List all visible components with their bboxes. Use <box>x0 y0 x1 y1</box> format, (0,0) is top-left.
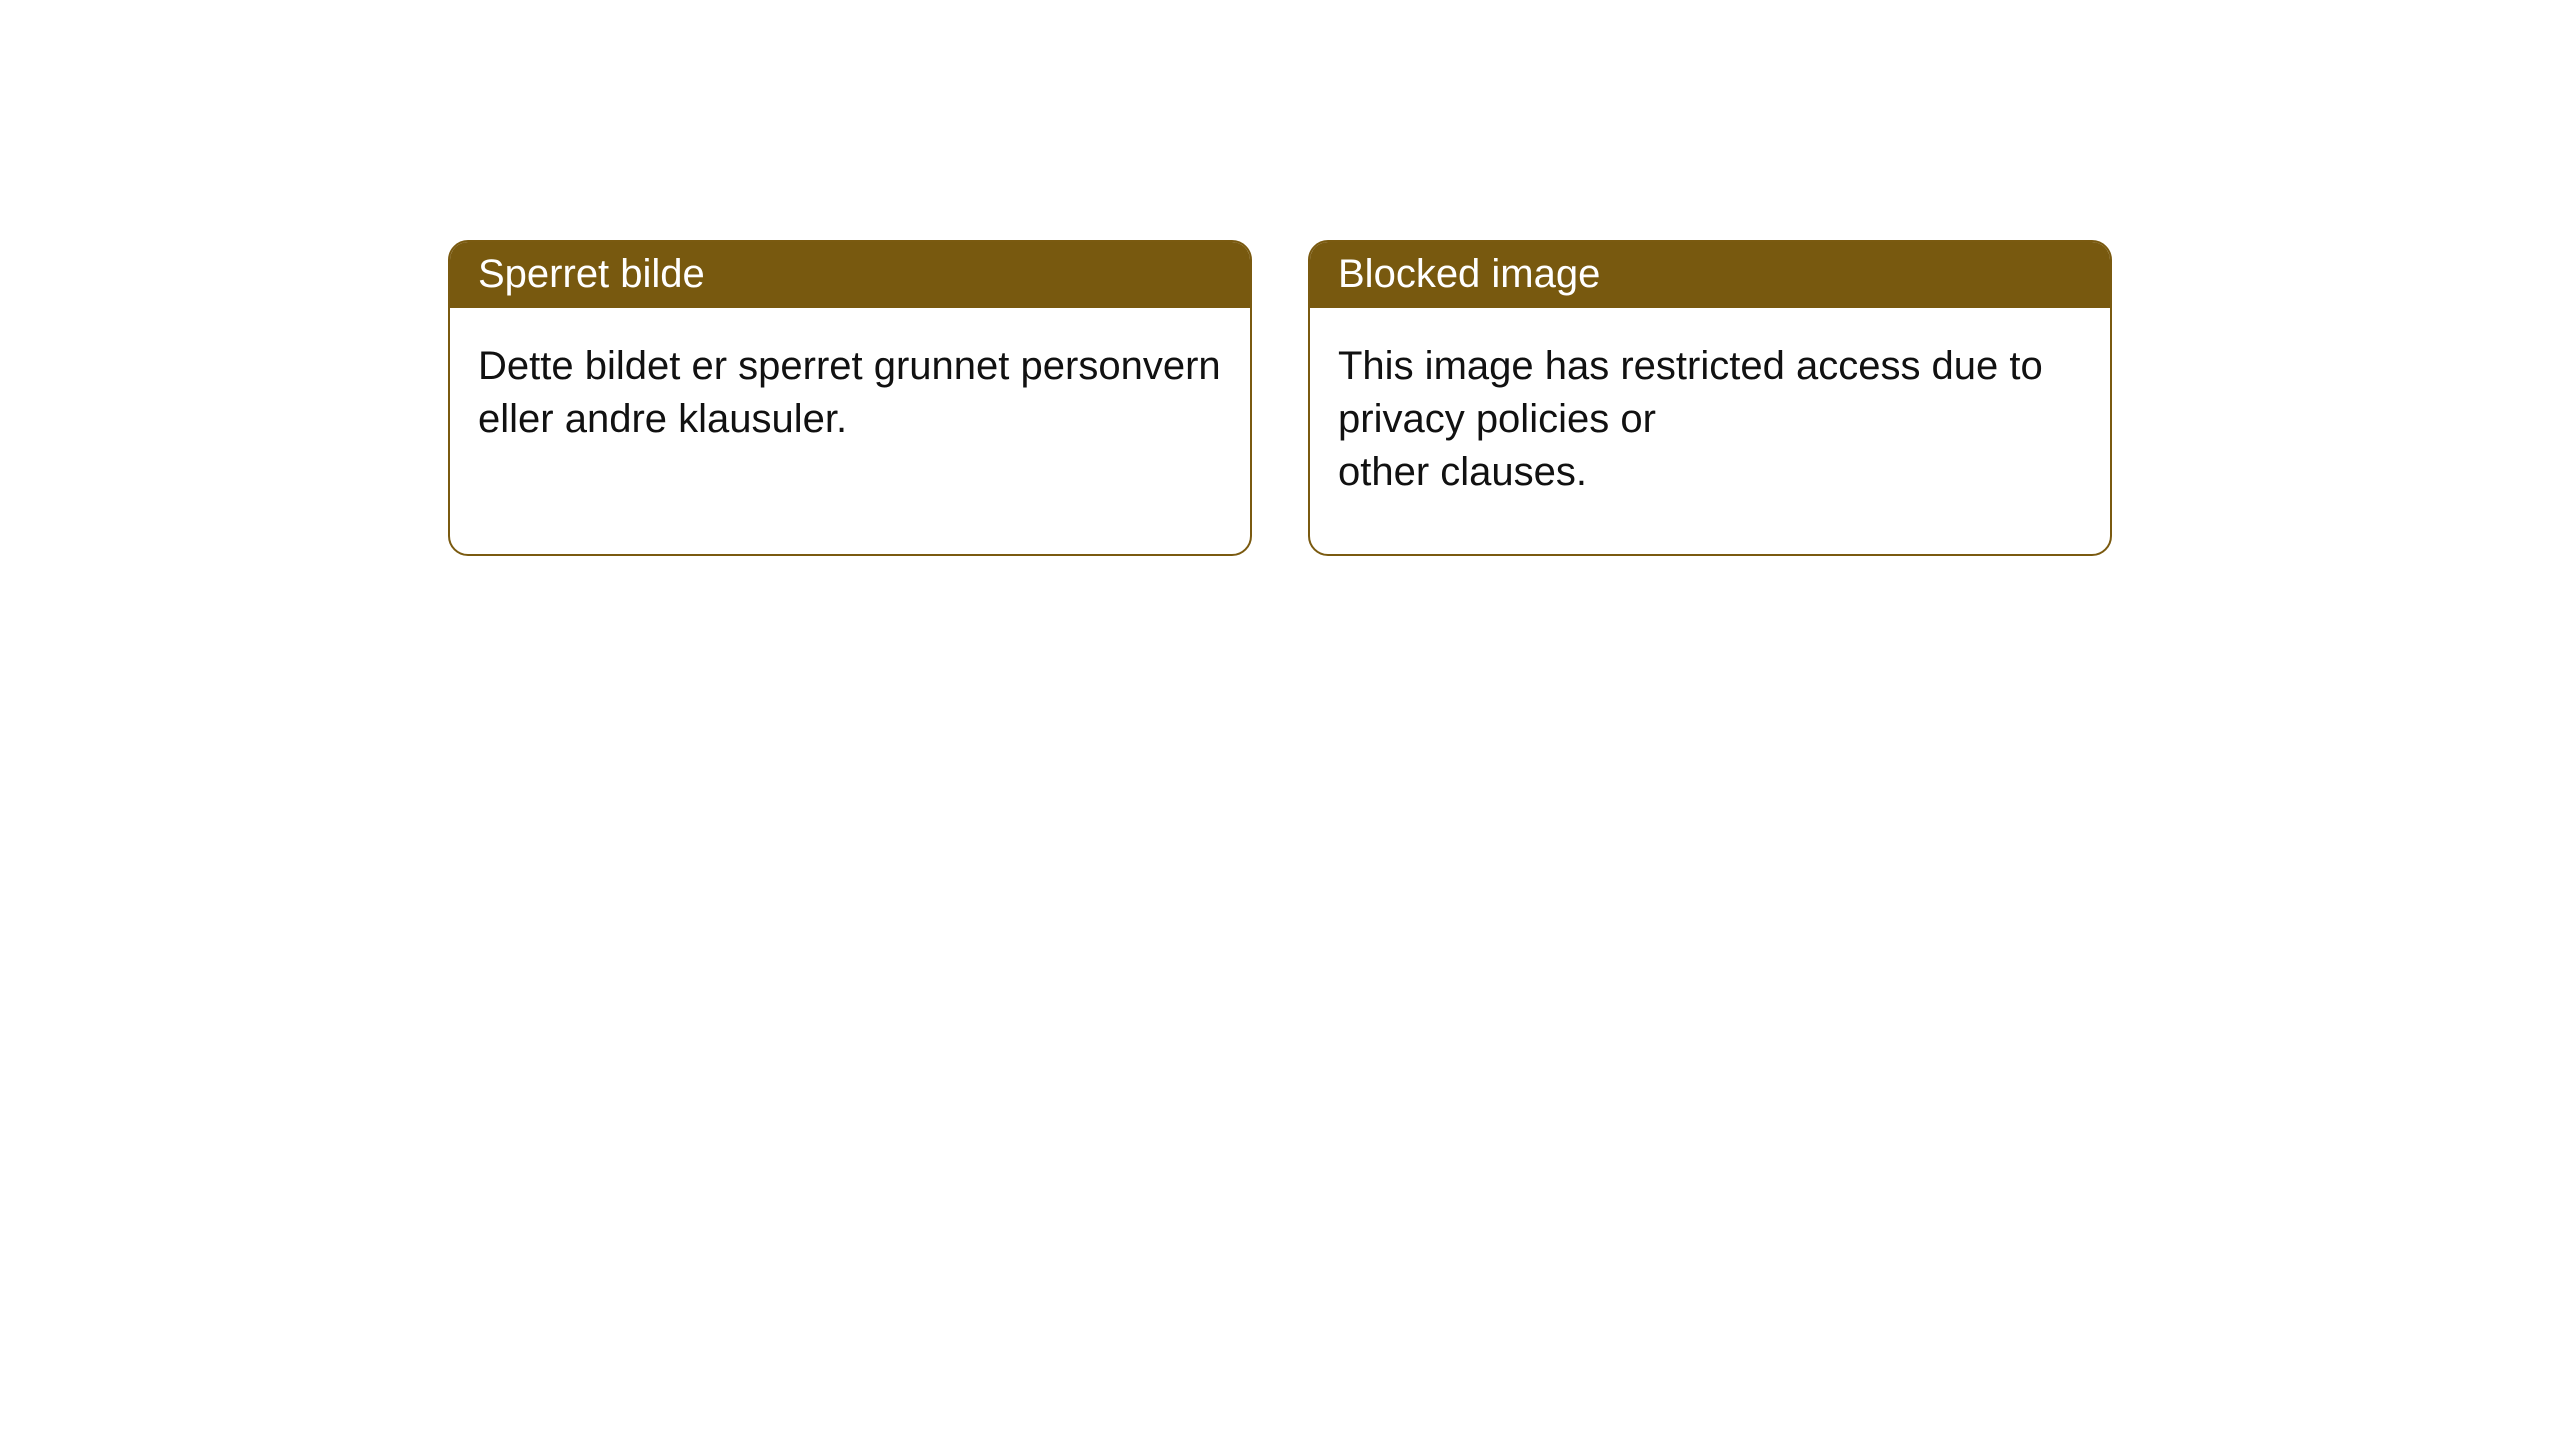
notice-title-en: Blocked image <box>1310 242 2110 308</box>
notice-title-no: Sperret bilde <box>450 242 1250 308</box>
notice-container: Sperret bilde Dette bildet er sperret gr… <box>0 0 2560 556</box>
notice-body-no: Dette bildet er sperret grunnet personve… <box>450 308 1250 518</box>
notice-card-en: Blocked image This image has restricted … <box>1308 240 2112 556</box>
notice-body-en: This image has restricted access due to … <box>1310 308 2110 554</box>
notice-card-no: Sperret bilde Dette bildet er sperret gr… <box>448 240 1252 556</box>
